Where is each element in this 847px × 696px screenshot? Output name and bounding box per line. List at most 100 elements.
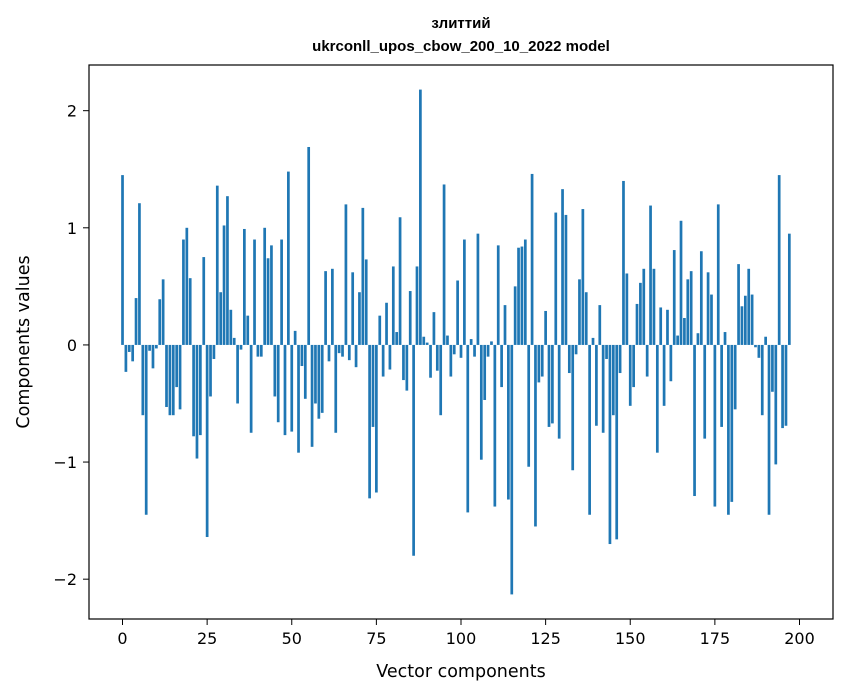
bar-99 — [456, 280, 459, 345]
bar-140 — [595, 344, 598, 426]
bar-189 — [760, 344, 764, 416]
bar-128 — [554, 212, 558, 345]
bar-32 — [229, 309, 233, 345]
bar-41 — [259, 344, 263, 357]
bar-55 — [307, 146, 311, 345]
bar-155 — [645, 344, 649, 377]
bar-137 — [584, 292, 588, 345]
bar-142 — [601, 344, 605, 433]
bar-120 — [527, 344, 531, 467]
bar-5 — [138, 203, 141, 345]
bar-33 — [232, 337, 236, 345]
bar-51 — [293, 330, 297, 345]
bar-97 — [449, 344, 453, 377]
bar-95 — [442, 184, 446, 345]
bar-70 — [358, 292, 361, 345]
bar-105 — [476, 233, 480, 345]
bar-30 — [222, 225, 226, 345]
bar-17 — [178, 344, 182, 410]
bar-161 — [666, 309, 669, 345]
bar-13 — [165, 344, 168, 408]
bar-108 — [486, 344, 490, 357]
bar-98 — [452, 344, 456, 355]
bar-0 — [121, 175, 124, 345]
bar-193 — [774, 344, 778, 465]
bar-131 — [564, 214, 568, 345]
bar-138 — [588, 344, 591, 515]
bar-176 — [716, 204, 720, 345]
bar-117 — [517, 247, 520, 345]
bar-21 — [192, 344, 195, 437]
bar-84 — [405, 344, 409, 391]
y-axis-label: Components values — [14, 255, 34, 428]
x-tick-label: 75 — [366, 629, 386, 648]
bar-194 — [777, 175, 781, 345]
bar-93 — [435, 344, 439, 371]
bar-71 — [361, 207, 365, 345]
bar-147 — [618, 344, 622, 374]
bar-190 — [764, 336, 767, 345]
bar-65 — [341, 344, 344, 357]
y-axis-ticks: −2 −1 0 1 2 — [53, 102, 89, 589]
bar-47 — [280, 239, 283, 345]
bar-20 — [188, 278, 192, 345]
bar-50 — [290, 344, 294, 432]
bar-88 — [419, 89, 422, 345]
bar-166 — [683, 317, 686, 345]
bar-115 — [510, 344, 514, 595]
y-tick-label: −1 — [53, 453, 77, 472]
bar-68 — [351, 272, 355, 345]
bars-group — [121, 89, 791, 595]
bar-184 — [743, 295, 747, 345]
bar-96 — [446, 335, 449, 345]
bar-76 — [378, 315, 382, 345]
bar-14 — [168, 344, 172, 416]
bar-57 — [314, 344, 317, 404]
bar-72 — [364, 259, 368, 345]
x-tick-label: 150 — [615, 629, 646, 648]
bar-151 — [632, 344, 635, 388]
bar-162 — [669, 344, 673, 382]
bar-53 — [300, 344, 304, 367]
bar-19 — [185, 227, 189, 345]
bar-74 — [371, 344, 375, 427]
bar-177 — [720, 344, 723, 427]
bar-46 — [276, 344, 280, 423]
bar-79 — [388, 344, 392, 370]
bar-178 — [723, 332, 727, 345]
bar-11 — [158, 299, 162, 345]
bar-136 — [581, 209, 585, 345]
bar-22 — [195, 344, 199, 459]
bar-27 — [212, 344, 216, 359]
bar-45 — [273, 344, 277, 397]
bar-67 — [347, 344, 351, 361]
bar-1 — [124, 344, 128, 372]
bar-118 — [520, 246, 524, 345]
bar-146 — [615, 344, 619, 540]
x-tick-label: 200 — [784, 629, 815, 648]
x-axis-ticks: 0 25 50 75 100 125 150 175 200 — [117, 619, 815, 648]
x-tick-label: 125 — [530, 629, 561, 648]
bar-59 — [320, 344, 324, 413]
bar-90 — [425, 342, 429, 345]
bar-23 — [199, 344, 202, 436]
bar-86 — [412, 344, 415, 556]
bar-187 — [754, 344, 757, 348]
bar-69 — [354, 344, 358, 368]
bar-170 — [696, 333, 700, 345]
bar-82 — [398, 217, 402, 345]
bar-160 — [662, 344, 666, 406]
bar-148 — [622, 180, 625, 345]
bar-165 — [679, 220, 683, 345]
bar-192 — [771, 344, 774, 392]
bar-16 — [175, 344, 179, 388]
bar-52 — [297, 344, 300, 453]
bar-39 — [253, 239, 256, 345]
y-tick-label: 0 — [67, 336, 77, 355]
bar-10 — [155, 344, 158, 349]
bar-157 — [652, 268, 656, 345]
bar-125 — [544, 310, 547, 345]
bar-130 — [561, 189, 564, 345]
bar-106 — [479, 344, 483, 460]
